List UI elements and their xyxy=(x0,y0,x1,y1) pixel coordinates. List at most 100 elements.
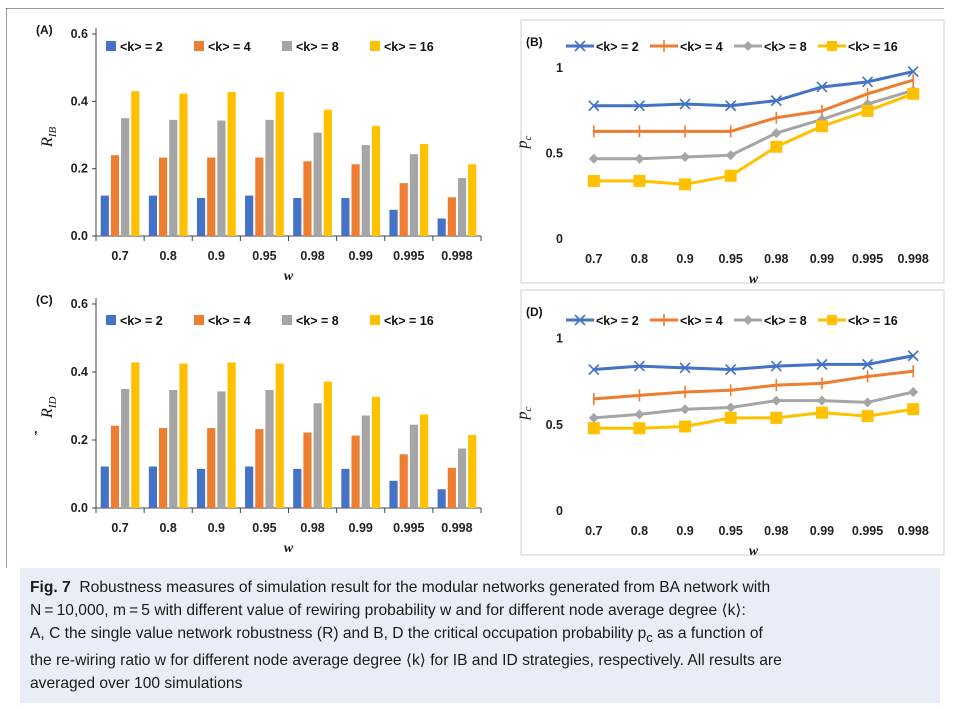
panel-label: (C) xyxy=(36,293,53,307)
bar-k8 xyxy=(361,415,370,508)
legend-label: <k> = 4 xyxy=(680,314,723,328)
caption-line-1: Fig. 7 Robustness measures of simulation… xyxy=(30,576,930,599)
x-tick-label: 0.95 xyxy=(252,249,276,263)
bar-k2 xyxy=(389,209,398,236)
point-marker xyxy=(588,363,600,376)
legend-swatch xyxy=(282,41,292,51)
point-marker xyxy=(861,410,874,423)
x-tick-label: 0.7 xyxy=(111,521,128,535)
legend-label: <k> = 4 xyxy=(208,314,251,328)
figure-canvas: (A) 0.0 0.2 0.4 0.6 0.7 0.8 0.9 0.95 0.98 0.99 0.99… xyxy=(6,8,945,568)
x-tick-label: 0.9 xyxy=(676,524,693,538)
bar-k16 xyxy=(371,396,381,508)
bar-k16 xyxy=(323,381,332,508)
point-marker xyxy=(861,358,874,370)
point-marker xyxy=(771,128,782,139)
figure-caption: Fig. 7 Robustness measures of simulation… xyxy=(20,568,940,704)
point-marker xyxy=(907,66,919,78)
panel-label: (D) xyxy=(526,305,543,319)
point-marker xyxy=(907,350,919,362)
y-tick-label: 0.5 xyxy=(546,147,563,161)
caption-subscript-c: c xyxy=(646,630,653,646)
bar-k2 xyxy=(196,197,206,236)
caption-line-3: A, C the single value network robustness… xyxy=(30,622,930,649)
bar-k4 xyxy=(399,454,408,508)
x-tick-label: 0.95 xyxy=(719,524,743,538)
point-marker xyxy=(725,150,736,161)
x-tick-label: 0.998 xyxy=(441,249,472,263)
legend-marker xyxy=(827,41,837,51)
bar-k16 xyxy=(227,362,236,508)
point-marker xyxy=(816,358,828,370)
legend-marker xyxy=(827,315,837,325)
bar-k2 xyxy=(148,195,158,236)
bar-k8 xyxy=(121,389,130,508)
x-tick-label: 0.998 xyxy=(441,521,472,535)
bar-k2 xyxy=(245,195,254,236)
legend-marker xyxy=(574,40,586,52)
y-tick-label: 0.4 xyxy=(71,94,88,108)
point-marker xyxy=(725,363,737,376)
bar-k8 xyxy=(265,390,274,508)
bar-k4 xyxy=(255,157,264,236)
x-tick-label: 0.95 xyxy=(252,521,276,535)
x-tick-label: 0.99 xyxy=(349,249,373,263)
x-tick-label: 0.8 xyxy=(631,252,648,266)
point-marker xyxy=(587,422,600,435)
x-tick-label: 0.995 xyxy=(852,252,883,266)
caption-text-3: A, C the single value network robustness… xyxy=(30,625,647,642)
bar-k4 xyxy=(303,432,312,508)
bar-k16 xyxy=(468,434,477,508)
point-marker xyxy=(862,397,873,408)
bar-k16 xyxy=(131,91,140,236)
y-axis-title: pc xyxy=(514,407,534,421)
bar-k16 xyxy=(419,144,429,236)
series-line xyxy=(593,369,914,401)
x-tick-label: 0.9 xyxy=(208,249,225,263)
legend-swatch xyxy=(194,41,204,51)
caption-text-1: Robustness measures of simulation result… xyxy=(79,579,771,596)
series-line xyxy=(593,390,914,420)
bar-k2 xyxy=(437,489,446,508)
legend-label: <k> = 4 xyxy=(208,40,251,54)
point-marker xyxy=(725,402,736,413)
x-tick-label: 0.995 xyxy=(852,524,883,538)
panel-label: (A) xyxy=(36,23,53,37)
panel-label: (B) xyxy=(526,35,543,49)
series-line xyxy=(593,88,914,161)
bar-k2 xyxy=(100,195,109,236)
bar-k8 xyxy=(409,424,418,508)
bar-k4 xyxy=(351,164,360,236)
point-marker xyxy=(679,178,692,191)
point-marker xyxy=(588,100,600,112)
x-axis-title: w xyxy=(749,544,759,559)
bar-k4 xyxy=(207,157,216,236)
legend-swatch xyxy=(282,315,292,325)
bar-k16 xyxy=(371,125,381,236)
x-tick-label: 0.998 xyxy=(898,524,929,538)
point-marker xyxy=(679,98,691,110)
legend-swatch xyxy=(106,41,116,51)
point-marker xyxy=(680,404,691,415)
point-marker xyxy=(816,81,828,93)
x-tick-label: 0.8 xyxy=(159,521,176,535)
panel-d: (D) 0 0.5 1 0.7 0.8 0.9 0.95 0.98 0.99 0.995 0.998 w… xyxy=(514,289,945,559)
y-axis-title: RID xyxy=(39,397,59,419)
point-marker xyxy=(680,152,691,162)
plot-border xyxy=(520,19,945,284)
bar-k16 xyxy=(323,109,332,236)
plot-border xyxy=(520,289,945,556)
bar-k8 xyxy=(409,154,418,236)
x-tick-label: 0.7 xyxy=(585,524,602,538)
y-tick-label: 0.2 xyxy=(71,433,88,447)
x-tick-label: 0.98 xyxy=(300,521,324,535)
bar-k2 xyxy=(148,466,158,508)
x-tick-label: 0.7 xyxy=(585,252,602,266)
x-tick-label: 0.98 xyxy=(764,252,788,266)
legend-label: <k> = 2 xyxy=(120,314,163,328)
bar-k16 xyxy=(131,362,140,508)
legend-label: <k> = 16 xyxy=(848,40,898,54)
x-tick-label: 0.98 xyxy=(300,249,324,263)
series-line xyxy=(593,407,914,430)
point-marker xyxy=(724,411,737,424)
